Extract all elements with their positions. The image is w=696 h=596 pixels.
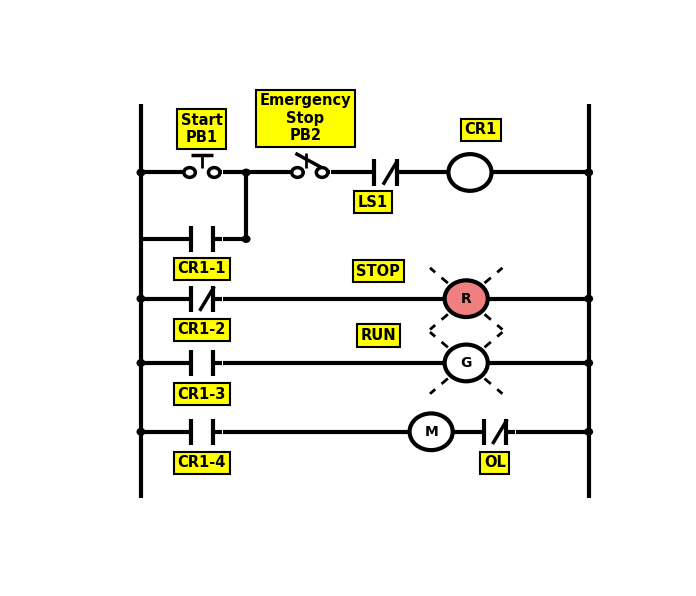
Text: CR1-4: CR1-4 bbox=[177, 455, 226, 470]
Circle shape bbox=[184, 167, 196, 178]
Text: CR1-3: CR1-3 bbox=[177, 387, 226, 402]
Text: Emergency
Stop
PB2: Emergency Stop PB2 bbox=[260, 94, 351, 143]
Circle shape bbox=[448, 154, 491, 191]
Text: LS1: LS1 bbox=[358, 195, 388, 210]
Text: CR1: CR1 bbox=[465, 122, 497, 137]
Circle shape bbox=[208, 167, 220, 178]
Circle shape bbox=[242, 236, 250, 242]
Circle shape bbox=[585, 429, 592, 435]
Circle shape bbox=[585, 296, 592, 302]
Text: CR1-2: CR1-2 bbox=[177, 322, 226, 337]
Circle shape bbox=[445, 344, 488, 381]
Text: STOP: STOP bbox=[356, 263, 400, 279]
Circle shape bbox=[445, 280, 488, 317]
Circle shape bbox=[292, 167, 303, 178]
Text: M: M bbox=[425, 425, 438, 439]
Text: OL: OL bbox=[484, 455, 506, 470]
Text: CR1-1: CR1-1 bbox=[177, 262, 226, 277]
Circle shape bbox=[585, 360, 592, 366]
Circle shape bbox=[316, 167, 328, 178]
Text: R: R bbox=[461, 291, 472, 306]
Circle shape bbox=[137, 296, 145, 302]
Text: Start
PB1: Start PB1 bbox=[181, 113, 223, 145]
Circle shape bbox=[585, 169, 592, 176]
Text: RUN: RUN bbox=[361, 328, 396, 343]
Circle shape bbox=[137, 429, 145, 435]
Circle shape bbox=[242, 169, 250, 176]
Circle shape bbox=[409, 414, 452, 450]
Circle shape bbox=[137, 360, 145, 366]
Text: G: G bbox=[461, 356, 472, 370]
Circle shape bbox=[137, 169, 145, 176]
